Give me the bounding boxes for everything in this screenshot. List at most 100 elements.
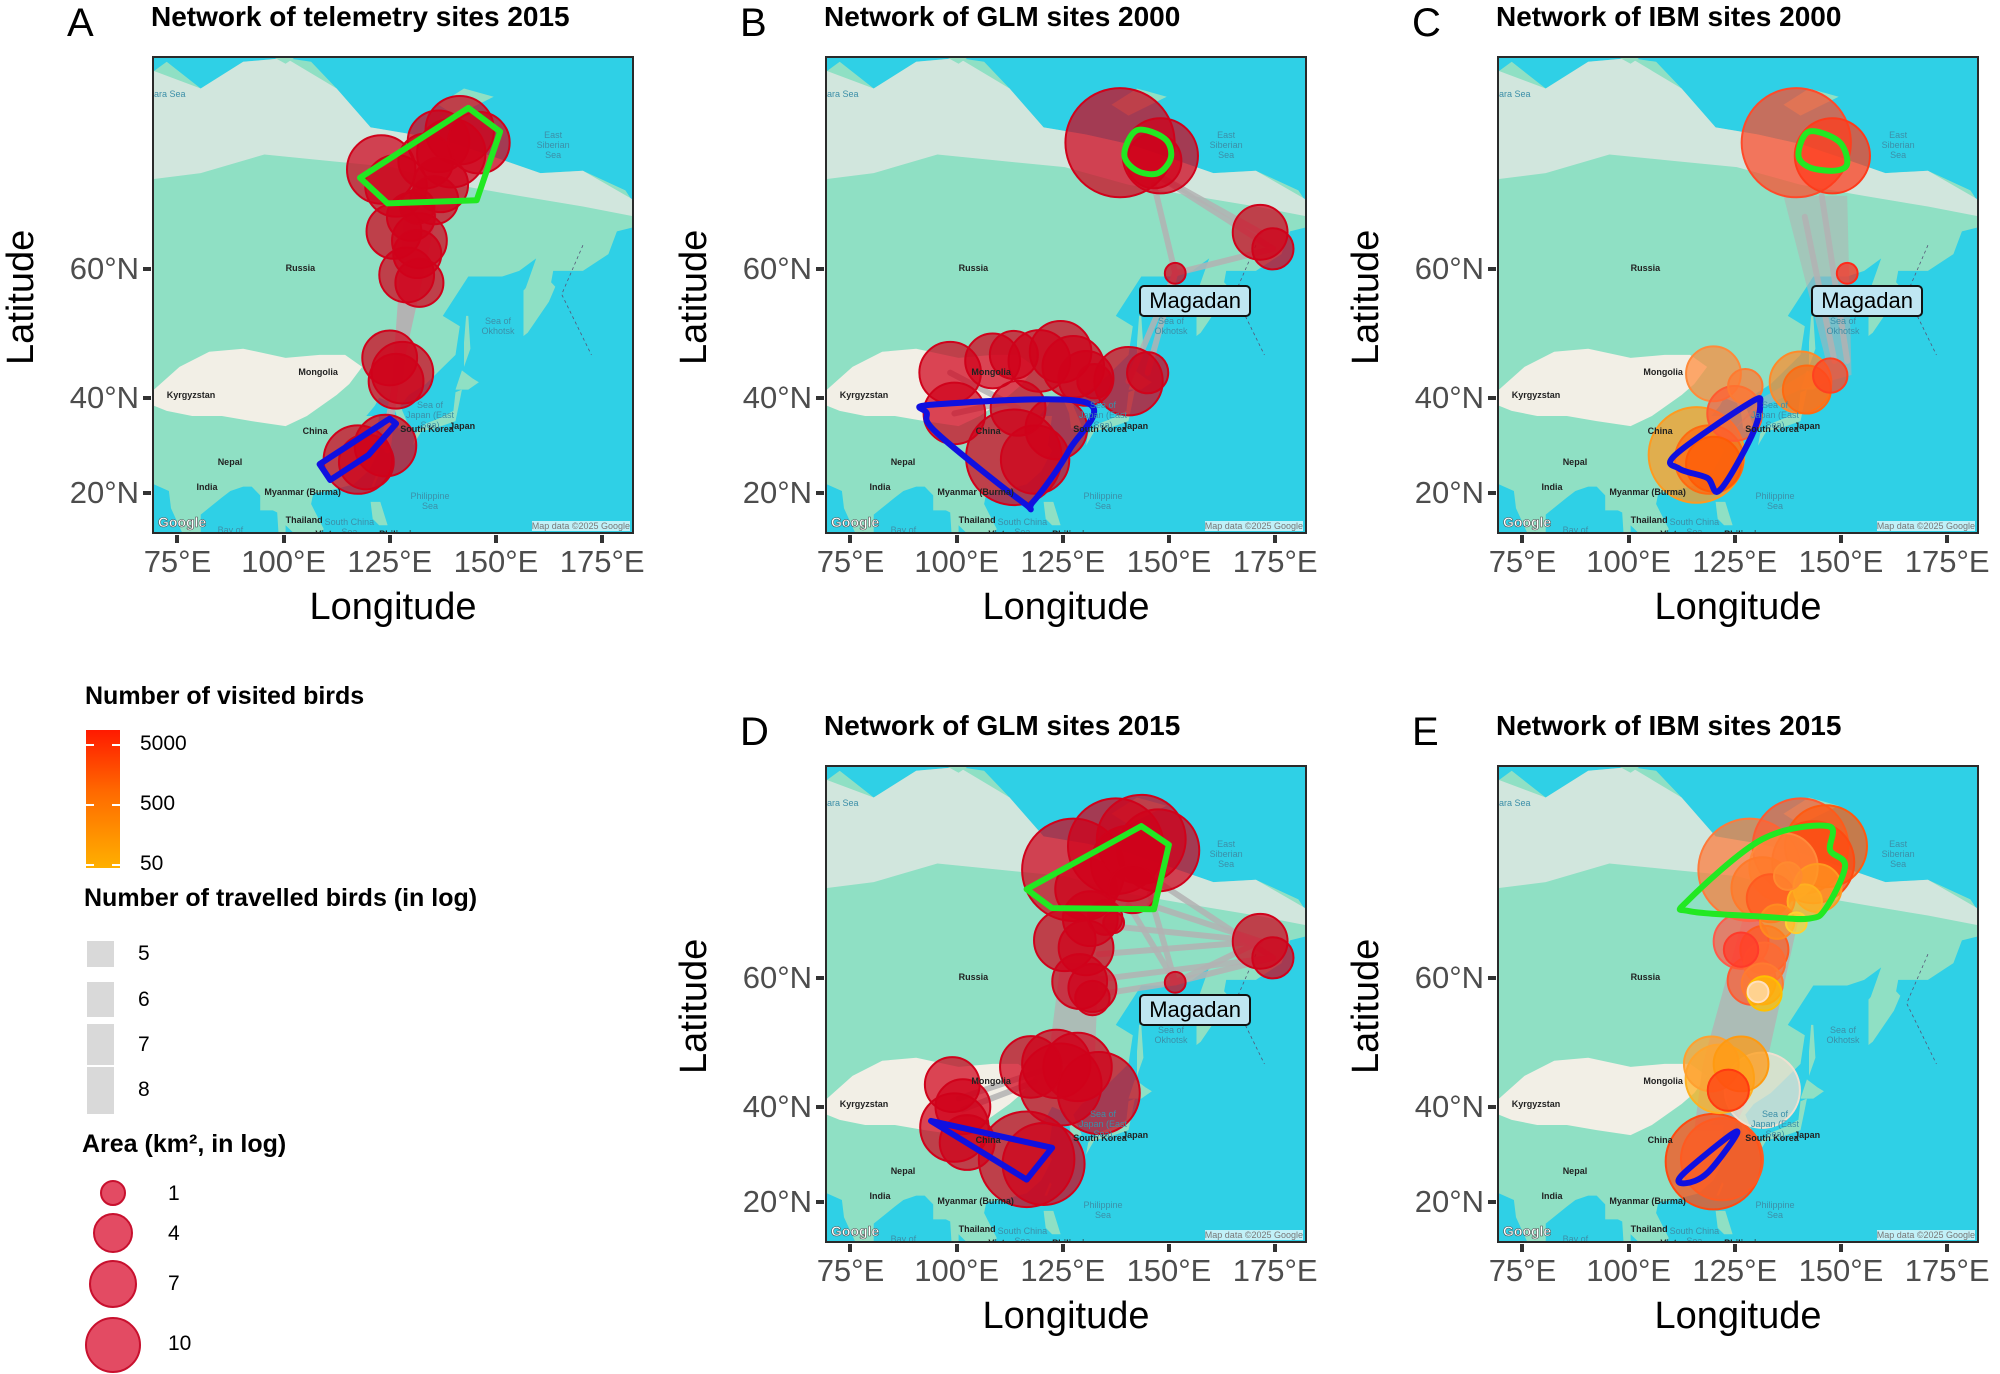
map-attribution[interactable]: Map data ©2025 Google [1204, 1230, 1303, 1240]
map-sea-label: Philippine Sea [1755, 491, 1795, 511]
x-axis-tick [1626, 535, 1631, 543]
linewidth-label-7: 7 [138, 1033, 150, 1056]
map-plot-area[interactable]: Russia Mongolia China Kyrgyzstan Nepal India M… [152, 56, 634, 534]
google-logo[interactable]: Google [1503, 514, 1552, 531]
site-circle [1076, 363, 1113, 400]
area-label-7: 7 [168, 1272, 180, 1295]
map-svg [1499, 767, 1977, 1241]
map-sea-label: Sea of Japan (East Sea) [1751, 1109, 1800, 1140]
dateline-boundary [1906, 245, 1937, 356]
y-tick-label: 40°N [1414, 1089, 1484, 1125]
map-place-label: Russia [285, 262, 316, 273]
legend-visited-title: Number of visited birds [85, 682, 365, 710]
x-tick-label: 150°E [1126, 544, 1212, 579]
site-circle [1835, 261, 1859, 285]
x-axis-tick [1732, 535, 1737, 543]
map-sea-label: Sea of Japan (East Sea) [406, 400, 455, 431]
map-place-label: Russia [958, 971, 989, 982]
x-axis-tick [1945, 1244, 1950, 1252]
island [523, 270, 556, 336]
colorbar-tick [86, 804, 94, 806]
x-axis-tick [954, 1244, 959, 1252]
map-attribution[interactable]: Map data ©2025 Google [1876, 1230, 1975, 1240]
y-axis-tick [816, 1200, 824, 1205]
y-axis-title: Latitude [1345, 938, 1387, 1074]
map-sea-label: Sea of Okhotsk [1826, 315, 1860, 336]
site-circle [1074, 979, 1111, 1017]
site-circle [1706, 1068, 1750, 1112]
map-place-label: Mongolia [971, 366, 1011, 377]
site-circle [1251, 936, 1295, 980]
y-tick-label: 20°N [1414, 475, 1484, 511]
map-place-label: Philippines [1052, 529, 1100, 532]
linewidth-key-5 [87, 941, 114, 967]
map-sea-label: Sea of Okhotsk [1826, 1024, 1860, 1045]
map-attribution[interactable]: Map data ©2025 Google [1204, 521, 1303, 531]
area-label-4: 4 [168, 1222, 180, 1245]
breeding-convex-hull [357, 104, 504, 207]
map-sea-label: East Siberian Sea [1881, 130, 1915, 161]
map-place-label: Russia [958, 262, 989, 273]
wintering-convex-hull [928, 1117, 1056, 1183]
map-place-label: Vietnam [988, 1238, 1023, 1241]
map-place-label: Thailand [285, 514, 323, 525]
google-logo[interactable]: Google [1503, 1223, 1552, 1240]
map-place-label: Japan [1122, 421, 1149, 432]
x-tick-label: 125°E [1692, 544, 1778, 579]
x-tick-label: 150°E [1126, 1253, 1212, 1288]
map-place-label: Kyrgyzstan [839, 389, 889, 400]
dateline-boundary [561, 245, 592, 356]
google-logo[interactable]: Google [158, 514, 207, 531]
linewidth-key-8 [87, 1067, 114, 1114]
site-circle [394, 257, 445, 308]
island [1868, 979, 1901, 1045]
area-key-1 [100, 1180, 126, 1206]
map-sea-label: East Siberian Sea [1209, 839, 1243, 870]
map-place-label: Mongolia [298, 366, 338, 377]
google-logo[interactable]: Google [831, 514, 880, 531]
x-axis-title: Longitude [309, 586, 477, 628]
y-axis-tick [1488, 975, 1496, 980]
y-tick-label: 40°N [742, 1089, 812, 1125]
legend-travelled-title: Number of travelled birds (in log) [84, 884, 478, 912]
map-place-label: India [1541, 482, 1563, 493]
map-sea-label: South China Sea [324, 516, 375, 534]
x-axis-title: Longitude [1654, 1295, 1822, 1337]
x-tick-label: 125°E [1020, 544, 1106, 579]
map-place-label: South Korea [1073, 1132, 1127, 1143]
site-circle [1793, 117, 1871, 195]
y-axis-tick [143, 396, 151, 401]
x-tick-label: 125°E [347, 544, 433, 579]
panel-letter: E [1412, 710, 1439, 754]
island [1043, 501, 1061, 526]
map-sea-label: Bay of Bengal [1562, 525, 1589, 534]
map-plot-area[interactable]: Russia Mongolia China Kyrgyzstan Nepal India M… [1497, 765, 1979, 1243]
map-place-label: Kyrgyzstan [1511, 389, 1561, 400]
island [1715, 1210, 1733, 1235]
map-place-label: Philippines [1724, 1238, 1772, 1241]
map-sea-label: South China Sea [997, 516, 1048, 534]
map-place-label: Nepal [1562, 457, 1588, 468]
map-sea-label: Philippine Sea [410, 491, 450, 511]
map-svg [154, 58, 632, 532]
map-place-label: Philippines [1052, 1238, 1100, 1241]
network-edge [1818, 192, 1851, 364]
y-tick-label: 40°N [69, 380, 139, 416]
map-place-label: South Korea [1745, 1132, 1799, 1143]
map-place-label: China [975, 426, 1001, 437]
network-edge [1150, 181, 1179, 277]
map-attribution[interactable]: Map data ©2025 Google [531, 521, 630, 531]
y-tick-label: 40°N [1414, 380, 1484, 416]
area-key-7 [89, 1260, 137, 1308]
google-logo[interactable]: Google [831, 1223, 880, 1240]
y-axis-title: Latitude [1345, 229, 1387, 365]
x-tick-label: 150°E [453, 544, 539, 579]
y-axis-tick [1488, 1200, 1496, 1205]
linewidth-label-8: 8 [138, 1078, 150, 1101]
map-place-label: India [869, 482, 891, 493]
panel-letter: A [67, 1, 94, 45]
site-circle [399, 188, 436, 225]
y-tick-label: 20°N [742, 1184, 812, 1220]
panel-title: Network of IBM sites 2015 [1496, 710, 1842, 741]
map-attribution[interactable]: Map data ©2025 Google [1876, 521, 1975, 531]
